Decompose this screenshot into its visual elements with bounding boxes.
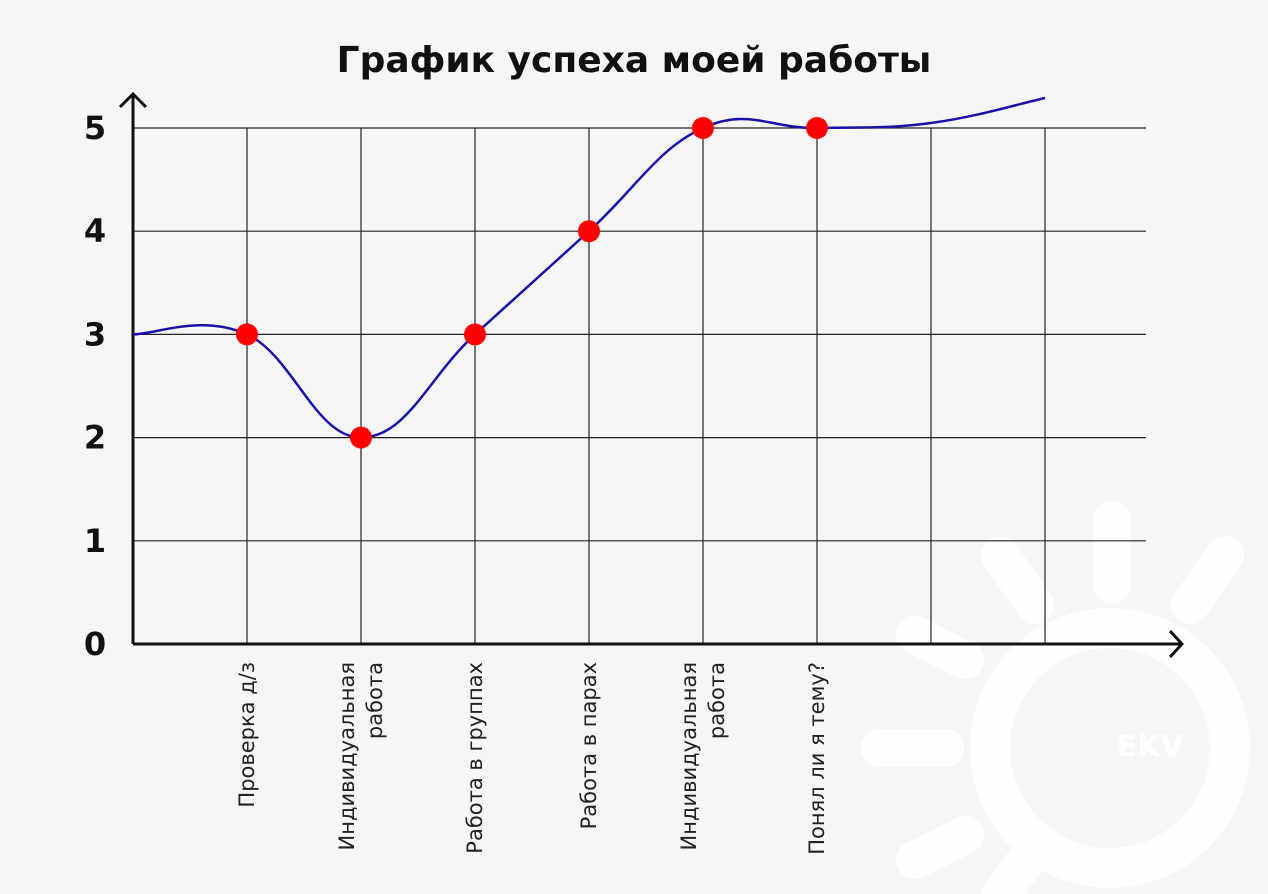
watermark-ring bbox=[970, 608, 1250, 888]
x-tick-label: Понял ли я тему? bbox=[805, 662, 829, 855]
x-tick-label: Индивидуальная работа bbox=[677, 662, 729, 850]
grid bbox=[133, 127, 1146, 644]
y-tick-label: 1 bbox=[84, 522, 106, 560]
watermark-ray bbox=[1171, 536, 1244, 624]
x-tick-labels: Проверка д/з Индивидуальная работа Работа в… bbox=[235, 662, 829, 855]
y-tick-labels: 0 1 2 3 4 5 bbox=[84, 109, 106, 663]
y-axis-arrow bbox=[118, 91, 148, 109]
x-tick-label: Индивидуальная работа bbox=[335, 662, 387, 850]
y-tick-label: 3 bbox=[84, 315, 106, 353]
svg-text:Проверка д/з: Проверка д/з bbox=[235, 662, 259, 808]
x-tick-label: Проверка д/з bbox=[235, 662, 259, 808]
y-tick-label: 2 bbox=[84, 419, 106, 457]
x-tick-label: Работа в парах bbox=[577, 662, 601, 829]
svg-text:Работа в группах: Работа в группах bbox=[463, 662, 487, 854]
x-axis-arrow bbox=[1168, 629, 1185, 659]
watermark-ray bbox=[981, 536, 1054, 624]
series-line bbox=[132, 96, 1046, 439]
data-point bbox=[464, 323, 486, 346]
series-line-path bbox=[132, 96, 1046, 439]
svg-text:Понял ли я тему?: Понял ли я тему? bbox=[805, 662, 829, 855]
x-tick-label: Работа в группах bbox=[463, 662, 487, 854]
series-markers bbox=[236, 117, 828, 449]
watermark-ray bbox=[896, 816, 984, 879]
chart-title: График успеха моей работы bbox=[336, 40, 932, 81]
axes bbox=[118, 91, 1185, 659]
data-point bbox=[692, 117, 714, 139]
data-point bbox=[578, 220, 600, 243]
data-point bbox=[236, 323, 258, 346]
y-tick-label: 0 bbox=[84, 625, 106, 663]
watermark-ray bbox=[896, 616, 984, 679]
data-point bbox=[806, 117, 828, 139]
watermark-text: EKV bbox=[1117, 730, 1185, 765]
y-tick-label: 5 bbox=[84, 109, 106, 147]
data-point bbox=[350, 426, 372, 449]
svg-text:Работа в парах: Работа в парах bbox=[577, 662, 601, 829]
watermark-sun-logo: EKV bbox=[861, 501, 1250, 894]
watermark-ray bbox=[981, 836, 1049, 894]
y-tick-label: 4 bbox=[84, 212, 106, 250]
